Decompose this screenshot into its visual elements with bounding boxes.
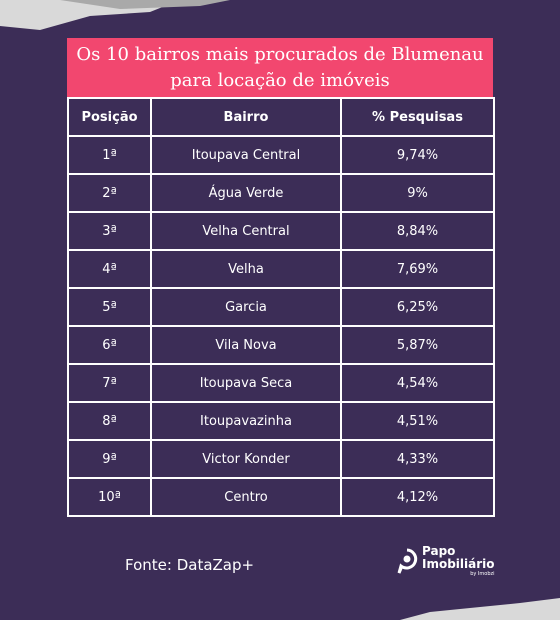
table-cell: 10ª: [67, 477, 152, 517]
table-cell: 5,87%: [340, 325, 495, 365]
table-cell: 9ª: [67, 439, 152, 479]
table-cell: 6,25%: [340, 287, 495, 327]
table-row: 2ª Água Verde 9%: [67, 173, 495, 213]
torn-paper: [400, 598, 560, 620]
table-cell: Itoupava Seca: [150, 363, 342, 403]
table-cell: Victor Konder: [150, 439, 342, 479]
table-row: 7ª Itoupava Seca 4,54%: [67, 363, 495, 403]
table-cell: 4,54%: [340, 363, 495, 403]
table-row: 4ª Velha 7,69%: [67, 249, 495, 289]
source: Fonte: DataZap+: [125, 556, 255, 574]
logo-icon: [397, 548, 418, 574]
table-row: 6ª Vila Nova 5,87%: [67, 325, 495, 365]
table-cell: Vila Nova: [150, 325, 342, 365]
logo-text: Papo: [422, 544, 456, 558]
table-cell: Garcia: [150, 287, 342, 327]
table-cell: 8ª: [67, 401, 152, 441]
table-cell: Itoupava Central: [150, 135, 342, 175]
table-cell: Velha Central: [150, 211, 342, 251]
table-row: 8ª Itoupavazinha 4,51%: [67, 401, 495, 441]
table-cell: 4,51%: [340, 401, 495, 441]
logo: Papo Imobiliário by Imobzi: [396, 545, 495, 577]
header-row: Posição Bairro% Pesquisas: [67, 97, 495, 137]
table-cell: 8,84%: [340, 211, 495, 251]
torn-paper: [60, 0, 230, 9]
table-body: 1ª Itoupava Central 9,74% 2ª Água Verde 9% 3ª V…: [67, 135, 495, 517]
table-cell: 5ª: [67, 287, 152, 327]
table-cell: 4ª: [67, 249, 152, 289]
logo-tagline: by Imobzi: [470, 571, 495, 577]
table-row: 10ª Centro 4,12%: [67, 477, 495, 517]
table-cell: Água Verde: [150, 173, 342, 213]
table-row: 9ª Victor Konder 4,33%: [67, 439, 495, 479]
column-header: % Pesquisas: [340, 97, 495, 137]
table-cell: 3ª: [67, 211, 152, 251]
table-cell: 9,74%: [340, 135, 495, 175]
table-cell: 7,69%: [340, 249, 495, 289]
title: Os 10 bairros mais procurados de Blumena…: [67, 38, 493, 97]
table-cell: 4,12%: [340, 477, 495, 517]
table-cell: 6ª: [67, 325, 152, 365]
table-cell: 7ª: [67, 363, 152, 403]
table-cell: Centro: [150, 477, 342, 517]
table-cell: 4,33%: [340, 439, 495, 479]
table-cell: 1ª: [67, 135, 152, 175]
table-cell: 9%: [340, 173, 495, 213]
table-cell: Velha: [150, 249, 342, 289]
table-row: 3ª Velha Central 8,84%: [67, 211, 495, 251]
table-row: 1ª Itoupava Central 9,74%: [67, 135, 495, 175]
logo-text: Imobiliário: [422, 557, 495, 571]
table-row: 5ª Garcia 6,25%: [67, 287, 495, 327]
table: Posição Bairro% Pesquisas 1ª Itoupava Cent…: [67, 97, 495, 517]
table-cell: 2ª: [67, 173, 152, 213]
column-header: Bairro: [150, 97, 342, 137]
table-cell: Itoupavazinha: [150, 401, 342, 441]
column-header: Posição: [67, 97, 152, 137]
